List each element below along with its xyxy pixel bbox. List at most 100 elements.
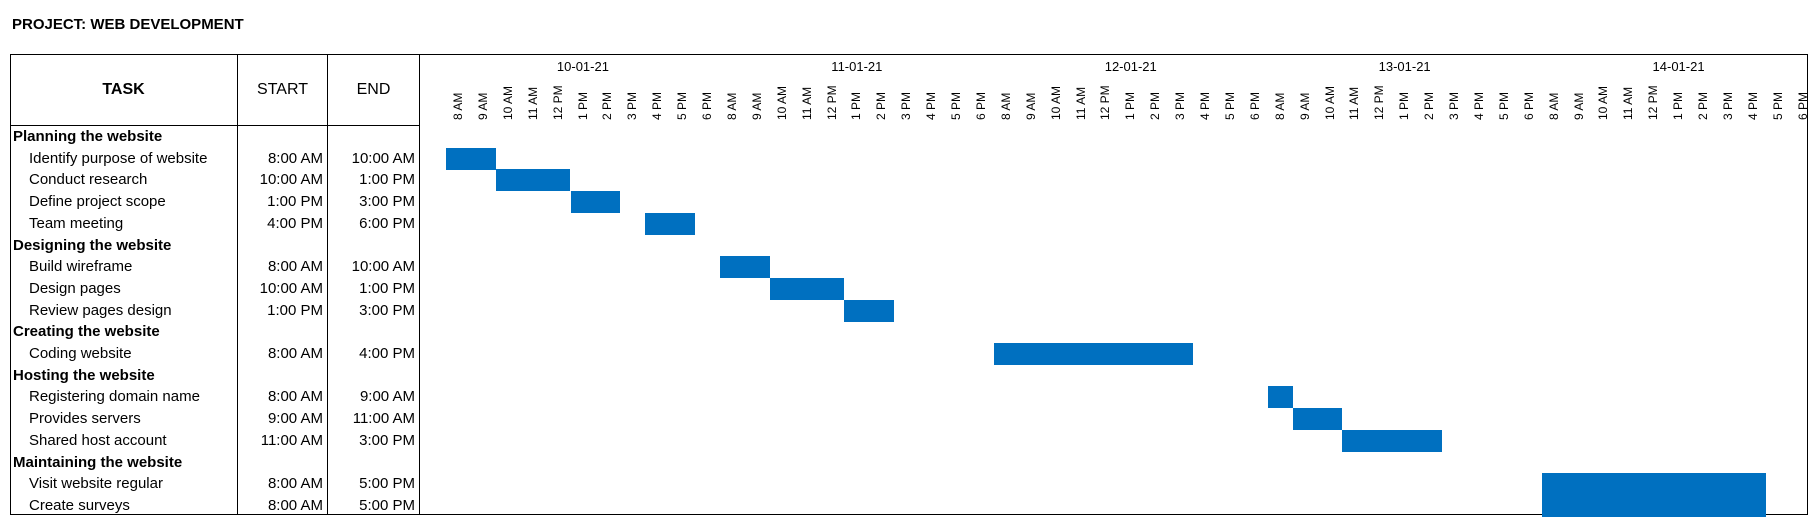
gantt-bar [844, 299, 895, 322]
task-start-time: 8:00 AM [267, 149, 323, 167]
task-end-time: 6:00 PM [359, 214, 415, 232]
hour-label: 8 AM [1272, 92, 1287, 120]
gantt-bar [1541, 473, 1766, 496]
hour-label: 2 PM [874, 91, 889, 120]
task-start-time: 9:00 AM [267, 410, 323, 428]
hour-label: 3 PM [1447, 91, 1461, 120]
hour-label: 1 PM [849, 91, 864, 120]
end-column-divider [419, 54, 420, 515]
task-end-time: 5:00 PM [359, 496, 415, 514]
hour-label: 9 AM [1023, 92, 1038, 120]
task-start-time: 8:00 AM [267, 258, 323, 276]
task-start-time: 1:00 PM [267, 193, 323, 211]
task-name: Visit website regular [29, 475, 163, 493]
gantt-bar [1541, 494, 1766, 517]
gantt-bar [570, 191, 621, 214]
task-name: Define project scope [29, 193, 166, 211]
page-title: PROJECT: WEB DEVELOPMENT [12, 16, 244, 33]
hour-label: 9 AM [1571, 92, 1586, 120]
hour-label: 4 PM [1745, 91, 1760, 120]
task-end-time: 9:00 AM [359, 388, 415, 406]
hour-label: 4 PM [1471, 91, 1486, 120]
task-end-time: 4:00 PM [359, 345, 415, 362]
task-name: Conduct research [29, 171, 148, 189]
hour-label: 1 PM [575, 91, 590, 120]
hour-label: 11 AM [525, 86, 540, 120]
task-column-divider [237, 54, 238, 515]
task-name: Build wireframe [29, 258, 133, 276]
task-name: Coding website [29, 345, 132, 362]
task-end-time: 3:00 PM [359, 431, 415, 449]
hour-label: 5 PM [1496, 91, 1511, 120]
hour-label: 8 AM [998, 92, 1013, 120]
task-start-time: 10:00 AM [259, 171, 323, 189]
hour-label: 9 AM [749, 92, 764, 120]
hour-label: 2 PM [1422, 91, 1437, 120]
task-end-time: 1:00 PM [359, 171, 415, 189]
task-end-time: 11:00 AM [352, 410, 415, 428]
hour-label: 1 PM [1671, 91, 1686, 120]
hour-label: 3 PM [1720, 91, 1735, 120]
date-label: 11-01-21 [831, 59, 883, 74]
hour-label: 11 AM [799, 86, 814, 120]
hour-label: 6 PM [1795, 91, 1810, 120]
hour-label: 11 AM [1621, 86, 1636, 120]
header-divider [10, 125, 420, 126]
task-end-time: 1:00 PM [359, 279, 415, 297]
gantt-bar [719, 256, 770, 279]
task-name: Identify purpose of website [29, 149, 208, 167]
task-name: Shared host account [29, 431, 167, 449]
gantt-bar [495, 169, 571, 192]
start-column-header: START [257, 81, 308, 98]
task-start-time: 8:00 AM [267, 496, 323, 514]
task-end-time: 5:00 PM [359, 475, 415, 493]
hour-label: 6 PM [1247, 91, 1262, 120]
hour-label: 11 AM [1347, 86, 1362, 120]
gantt-bar [1342, 429, 1442, 452]
hour-label: 6 PM [700, 91, 714, 120]
hour-label: 12 PM [550, 85, 565, 120]
hour-label: 6 PM [973, 91, 988, 120]
hour-label: 10 AM [774, 85, 789, 120]
task-start-time: 8:00 AM [267, 345, 323, 362]
group-name: Designing the website [13, 236, 172, 254]
hour-label: 8 AM [451, 92, 465, 120]
hour-label: 10 AM [500, 85, 515, 120]
hour-label: 12 PM [1098, 85, 1113, 120]
task-start-time: 1:00 PM [267, 301, 323, 319]
task-name: Registering domain name [29, 388, 200, 406]
gantt-bar [769, 277, 845, 300]
hour-label: 8 AM [1546, 92, 1561, 120]
gantt-bar [993, 343, 1193, 365]
task-end-time: 3:00 PM [359, 301, 415, 319]
task-start-time: 10:00 AM [259, 279, 323, 297]
date-label: 12-01-21 [1104, 59, 1157, 74]
hour-label: 4 PM [1198, 91, 1212, 120]
hour-label: 6 PM [1521, 91, 1536, 120]
task-column-header: TASK [102, 81, 145, 98]
gantt-table-frame [10, 54, 1808, 515]
task-name: Team meeting [29, 214, 124, 232]
group-name: Planning the website [13, 128, 163, 145]
gantt-bar [1267, 386, 1293, 409]
hour-label: 3 PM [1173, 91, 1188, 120]
hour-label: 8 AM [724, 92, 739, 120]
hour-label: 11 AM [1073, 86, 1088, 120]
group-name: Creating the website [13, 323, 160, 341]
hour-label: 5 PM [1222, 91, 1237, 120]
gantt-bar [446, 147, 496, 170]
hour-label: 4 PM [650, 91, 665, 120]
hour-label: 2 PM [1148, 91, 1163, 120]
start-column-divider [327, 54, 328, 515]
task-start-time: 11:00 AM [260, 431, 323, 449]
hour-label: 1 PM [1123, 91, 1138, 120]
task-name: Design pages [29, 279, 121, 297]
task-name: Create surveys [29, 496, 130, 514]
hour-label: 10 AM [1596, 85, 1611, 120]
task-name: Provides servers [29, 410, 141, 428]
hour-label: 3 PM [899, 91, 914, 120]
hour-label: 4 PM [924, 91, 939, 120]
hour-label: 1 PM [1397, 91, 1412, 120]
task-start-time: 8:00 AM [267, 475, 323, 493]
hour-label: 2 PM [600, 91, 615, 120]
